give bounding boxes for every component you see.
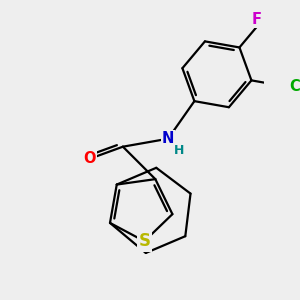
- Text: F: F: [252, 12, 262, 27]
- Text: H: H: [174, 144, 185, 157]
- Text: S: S: [138, 232, 150, 250]
- Text: Cl: Cl: [290, 79, 300, 94]
- Text: O: O: [84, 151, 96, 166]
- Text: N: N: [162, 131, 174, 146]
